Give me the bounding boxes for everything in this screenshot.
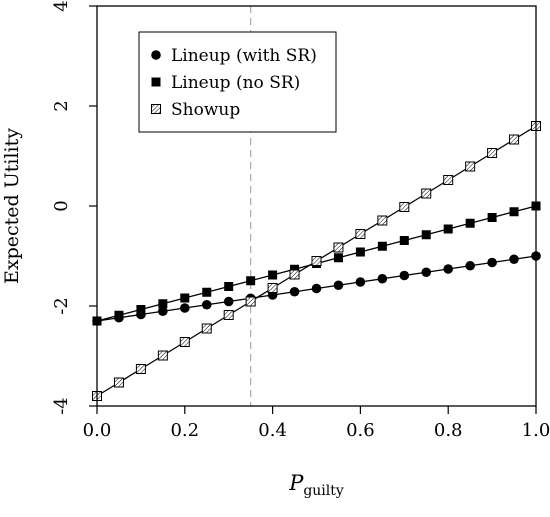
data-point-s0-10 <box>311 283 322 294</box>
data-point-s2-8 <box>267 283 278 293</box>
data-point-s1-18 <box>487 213 497 222</box>
data-point-s1-11 <box>333 253 343 263</box>
data-point-s1-4 <box>180 293 190 303</box>
data-point-s2-15-hatch <box>421 189 431 198</box>
data-point-s2-12-hatch <box>355 229 365 239</box>
data-point-s2-18-hatch <box>487 148 497 158</box>
data-point-s2-5-hatch <box>202 324 212 333</box>
y-axis: -4 -2 0 2 4 <box>51 0 97 415</box>
data-point-s2-19 <box>509 134 520 145</box>
data-point-s1-16 <box>443 224 453 234</box>
data-point-s2-16 <box>443 175 454 185</box>
data-point-s1-5 <box>202 287 212 297</box>
legend-box <box>138 31 337 133</box>
data-point-s0-6 <box>223 296 234 307</box>
data-point-s2-4 <box>179 337 190 347</box>
data-point-s2-3 <box>157 350 168 361</box>
legend-marker-2-hatch <box>151 104 161 114</box>
data-point-s0-16 <box>443 264 454 274</box>
legend-marker-1 <box>151 77 161 87</box>
data-point-s0-18 <box>487 257 497 268</box>
data-point-s2-7 <box>245 296 256 307</box>
x-tick-label: 0.4 <box>258 420 287 441</box>
legend-marker-2 <box>151 104 161 114</box>
data-point-s2-6-hatch <box>224 310 234 320</box>
data-point-s2-10 <box>311 256 322 266</box>
y-tick-label: -2 <box>51 297 72 315</box>
data-point-s2-9-hatch <box>290 270 300 279</box>
x-tick-label: 0.0 <box>83 420 112 441</box>
data-point-s1-7 <box>246 276 256 286</box>
series-markers <box>92 121 541 401</box>
data-point-s0-17 <box>465 260 475 271</box>
data-point-s1-3 <box>158 299 168 309</box>
data-point-s0-14 <box>399 270 410 281</box>
data-point-s2-9 <box>289 269 300 280</box>
y-axis-title: Expected Utility <box>1 128 23 284</box>
data-point-s2-15 <box>421 188 432 199</box>
data-point-s2-3-hatch <box>158 351 168 360</box>
data-point-s2-2-hatch <box>136 364 146 374</box>
x-tick-label: 0.8 <box>434 420 463 441</box>
legend-label-0: Lineup (with SR) <box>171 46 317 66</box>
data-point-s2-17 <box>465 161 476 172</box>
y-tick-label: 2 <box>51 100 72 111</box>
x-tick-label: 0.2 <box>170 420 199 441</box>
data-point-s1-19 <box>509 207 519 217</box>
data-point-s2-11 <box>333 242 344 253</box>
x-axis-title: Pguilty <box>288 471 344 499</box>
data-point-s1-13 <box>377 241 387 251</box>
data-point-s2-13 <box>377 215 388 226</box>
data-point-s2-7-hatch <box>246 297 256 306</box>
data-point-s0-12 <box>355 277 366 287</box>
data-point-s2-8-hatch <box>268 283 278 293</box>
data-point-s1-15 <box>421 230 431 240</box>
data-point-s2-14 <box>399 202 410 212</box>
x-axis: 0.0 0.2 0.4 0.6 0.8 1.0 <box>83 406 550 441</box>
legend-label-1: Lineup (no SR) <box>171 73 300 93</box>
data-point-s0-5 <box>201 299 212 310</box>
data-point-s2-14-hatch <box>399 202 409 212</box>
data-point-s0-9 <box>289 286 300 297</box>
legend-label-2: Showup <box>171 100 240 120</box>
x-tick-label: 0.6 <box>346 420 375 441</box>
data-point-s2-18 <box>487 148 498 158</box>
data-point-s2-2 <box>135 364 146 374</box>
data-point-s1-17 <box>465 218 475 228</box>
data-point-s0-19 <box>509 254 519 265</box>
data-point-s0-13 <box>377 273 388 284</box>
data-point-s2-1-hatch <box>114 378 124 387</box>
y-tick-label: 0 <box>51 200 72 211</box>
data-point-s0-4 <box>180 303 190 313</box>
data-point-s0-15 <box>421 267 432 278</box>
data-point-s2-11-hatch <box>333 243 343 252</box>
data-point-s1-2 <box>136 305 146 314</box>
legend-marker-0 <box>151 50 161 60</box>
x-tick-label: 1.0 <box>522 420 550 441</box>
x-axis-title-main: P <box>288 471 304 495</box>
y-tick-label: -4 <box>51 397 72 415</box>
data-point-s0-11 <box>333 280 344 291</box>
data-point-s2-1 <box>113 377 124 388</box>
data-point-s1-12 <box>355 247 365 257</box>
x-axis-title-sub: guilty <box>303 483 344 499</box>
legend: Lineup (with SR) Lineup (no SR) Showup <box>138 31 337 133</box>
data-point-s2-19-hatch <box>509 135 519 144</box>
data-point-s1-9 <box>290 264 300 274</box>
data-point-s1-8 <box>268 270 278 280</box>
data-point-s1-14 <box>399 236 409 245</box>
data-point-s2-13-hatch <box>377 216 387 225</box>
data-point-s1-6 <box>224 282 234 291</box>
data-point-s2-4-hatch <box>180 337 190 347</box>
data-point-s2-17-hatch <box>465 162 475 171</box>
data-point-s2-5 <box>201 323 212 334</box>
data-point-s2-6 <box>223 310 234 320</box>
data-point-s2-10-hatch <box>312 256 321 266</box>
y-tick-label: 4 <box>51 0 72 11</box>
data-point-s1-1 <box>114 310 124 320</box>
data-point-s2-16-hatch <box>443 175 453 185</box>
data-point-s0-3 <box>158 306 168 317</box>
data-point-s2-12 <box>355 229 366 239</box>
